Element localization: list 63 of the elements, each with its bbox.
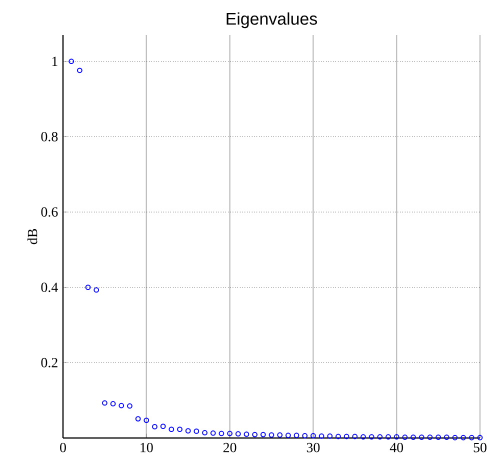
point xyxy=(110,401,116,406)
point xyxy=(368,434,374,440)
y-tick-label: 0.6 xyxy=(41,207,58,217)
point xyxy=(144,418,150,423)
point xyxy=(327,433,333,439)
x-tick-label: 0 xyxy=(60,442,66,452)
point xyxy=(410,434,416,440)
point xyxy=(218,430,224,436)
point xyxy=(427,434,433,440)
point xyxy=(452,434,458,440)
point xyxy=(152,424,158,430)
point xyxy=(318,433,324,439)
point xyxy=(76,68,82,74)
point xyxy=(418,434,424,440)
point xyxy=(444,434,450,440)
y-tick-label: 0.2 xyxy=(41,358,58,368)
point xyxy=(210,430,216,436)
point xyxy=(252,432,258,438)
x-tick-label: 40 xyxy=(390,442,404,452)
point xyxy=(460,434,466,440)
y-tick-label: 0.4 xyxy=(41,282,58,292)
point xyxy=(160,424,166,430)
point xyxy=(85,284,91,290)
point xyxy=(285,432,291,438)
y-tick-label: 0.8 xyxy=(41,132,58,142)
point xyxy=(94,287,100,293)
point xyxy=(235,431,241,437)
point xyxy=(227,430,232,436)
point xyxy=(294,432,300,438)
point xyxy=(394,434,400,440)
y-axis-title: dB xyxy=(27,229,38,244)
y-tick-label: 1 xyxy=(52,56,58,66)
point xyxy=(260,432,266,438)
point xyxy=(436,434,441,440)
point xyxy=(336,434,341,440)
point xyxy=(360,434,366,440)
point xyxy=(344,434,350,440)
x-tick-label: 20 xyxy=(223,442,236,452)
point xyxy=(310,433,316,438)
x-tick-label: 30 xyxy=(306,442,320,452)
point xyxy=(352,434,358,440)
point xyxy=(477,434,483,440)
point xyxy=(127,403,132,409)
chart-title: Eigenvalues xyxy=(226,12,318,28)
point xyxy=(185,428,191,434)
point xyxy=(244,432,250,437)
point xyxy=(135,416,141,422)
point xyxy=(277,432,283,438)
point xyxy=(268,432,274,438)
point xyxy=(377,434,383,440)
point xyxy=(102,400,108,406)
point xyxy=(386,434,391,440)
point xyxy=(194,428,200,434)
point xyxy=(118,402,124,408)
point xyxy=(468,434,474,440)
point xyxy=(302,433,308,438)
point xyxy=(402,434,408,440)
x-tick-label: 50 xyxy=(474,442,486,452)
point xyxy=(177,426,182,432)
point xyxy=(168,426,174,432)
x-tick-label: 10 xyxy=(140,442,153,452)
point xyxy=(202,430,208,436)
point xyxy=(68,58,74,64)
